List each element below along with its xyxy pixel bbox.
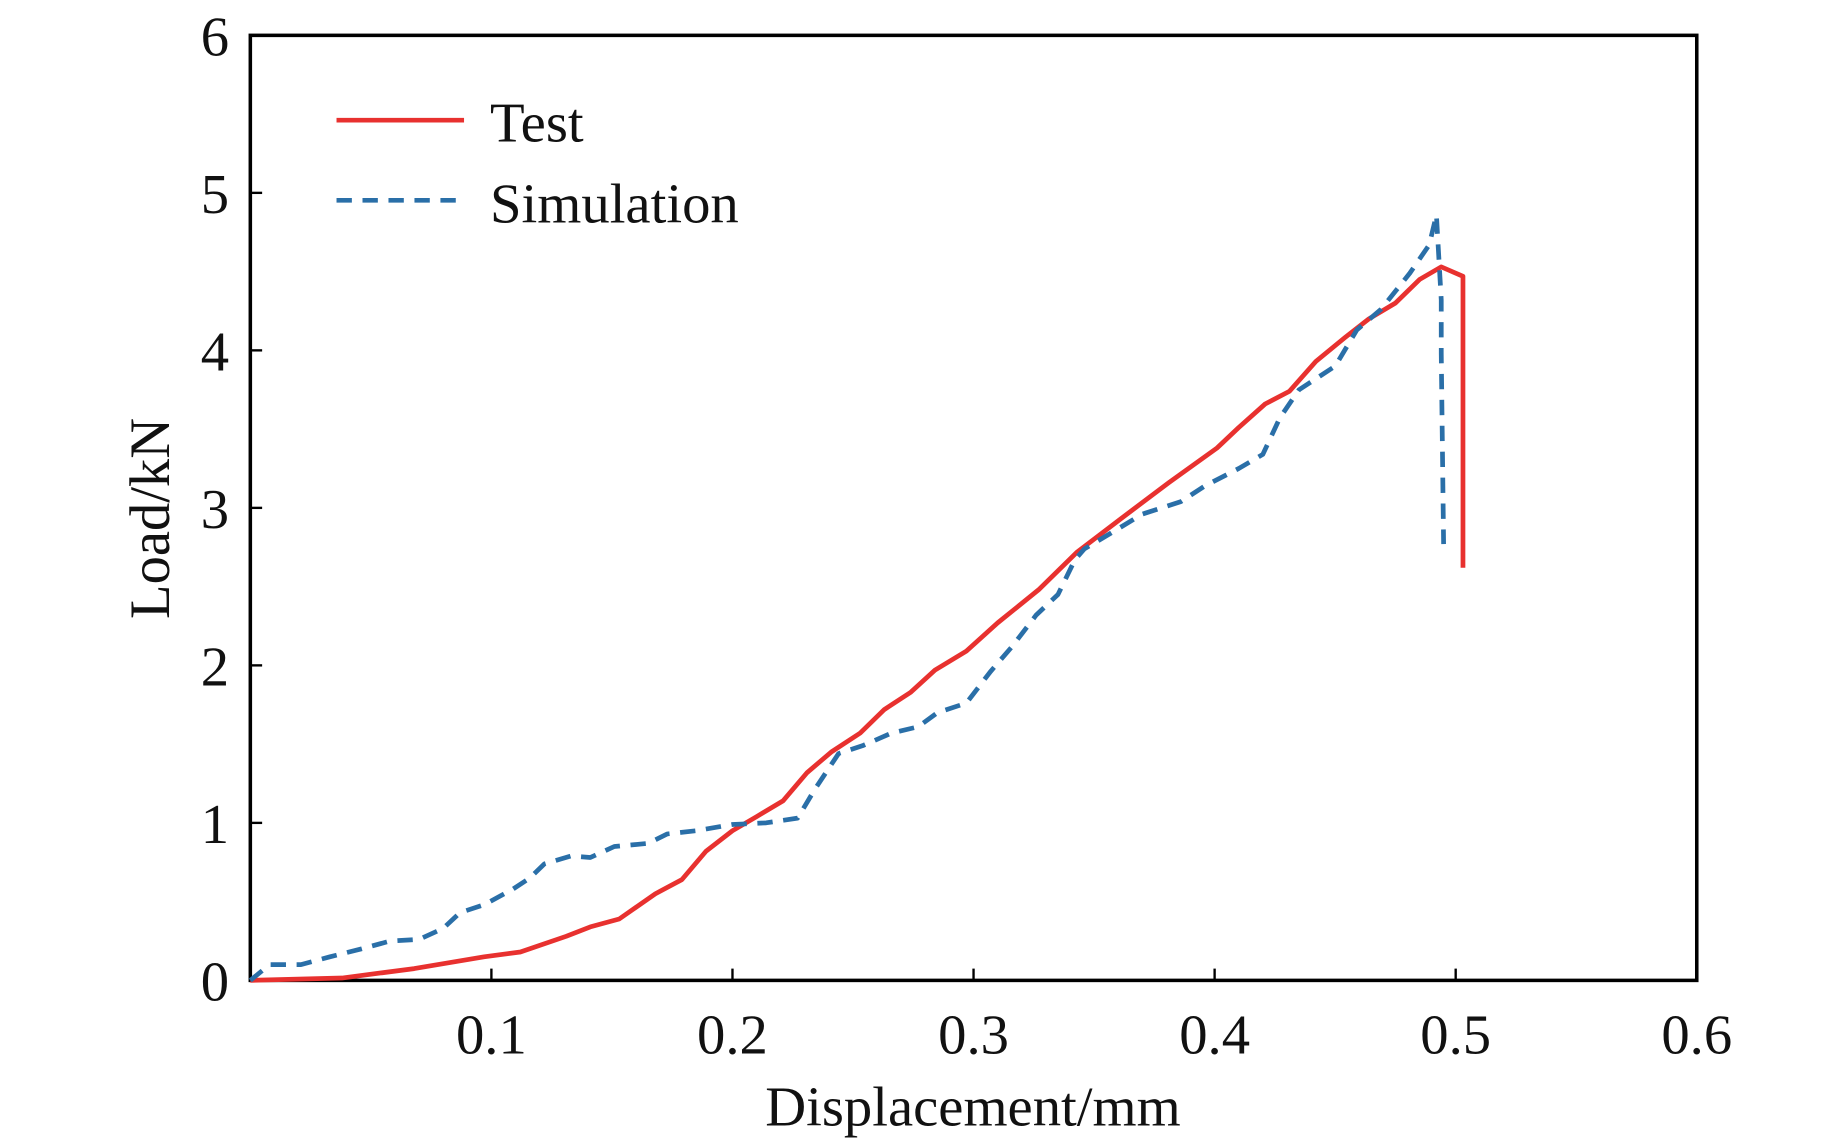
legend: Test Simulation: [336, 92, 739, 236]
plot-frame: [248, 33, 1699, 983]
x-tick-label: 0.1: [456, 1004, 527, 1066]
y-tick-label: 1: [201, 794, 229, 856]
series-line-test: [250, 264, 1466, 983]
y-tick-label: 0: [201, 951, 229, 1013]
x-tick-label: 0.4: [1179, 1004, 1250, 1066]
y-tick-label: 3: [201, 479, 229, 541]
x-axis-label: Displacement/mm: [765, 1076, 1180, 1138]
x-tick-label: 0.3: [938, 1004, 1009, 1066]
x-tick-label: 0.5: [1420, 1004, 1491, 1066]
x-tick-label: 0.2: [697, 1004, 768, 1066]
y-axis-label: Load/kN: [120, 418, 182, 619]
y-tick-label: 4: [201, 321, 229, 383]
y-tick-label: 6: [201, 6, 229, 68]
legend-label-test: Test: [490, 92, 584, 154]
series-line-simulation: [248, 212, 1446, 983]
x-tick-label: 0.6: [1661, 1004, 1732, 1066]
y-tick-label: 5: [201, 164, 229, 226]
series-lines: [248, 212, 1466, 983]
ticks: 0.1 0.2 0.3 0.4 0.5 0.6 0 1 2 3 4 5 6: [201, 6, 1732, 1066]
y-tick-label: 2: [201, 636, 229, 698]
legend-label-simulation: Simulation: [490, 174, 739, 236]
